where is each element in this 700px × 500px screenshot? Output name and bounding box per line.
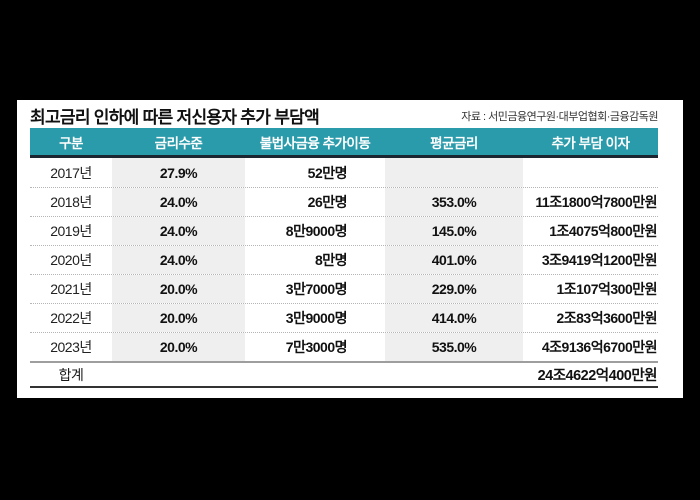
column-header-extra-burden-interest: 추가 부담 이자	[551, 135, 630, 151]
page-title: 최고금리 인하에 따른 저신용자 추가 부담액	[30, 107, 320, 127]
card-content: 최고금리 인하에 따른 저신용자 추가 부담액 자료 : 서민금융연구원·대부업…	[30, 100, 658, 388]
cell-extra-burden-interest	[523, 158, 658, 187]
cell-illegal-migration: 8만명	[314, 252, 348, 268]
cell-average-rate: 145.0%	[385, 217, 523, 245]
cell-year: 2019년	[50, 223, 92, 239]
cell-year: 2018년	[50, 194, 92, 210]
cell-extra-burden-interest: 1조4075억800만원	[549, 223, 657, 239]
table-row: 2020년 24.0% 8만명 401.0% 3조9419억1200만원	[30, 245, 658, 274]
total-label: 합계	[58, 366, 84, 383]
total-illegal-migration-empty	[245, 363, 385, 386]
column-header-illegal-finance-migration: 불법사금융 추가이동	[259, 135, 371, 151]
column-header-rate-level: 금리수준	[154, 135, 203, 151]
table-row: 2023년 20.0% 7만3000명 535.0% 4조9136억6700만원	[30, 332, 658, 361]
table-row: 2019년 24.0% 8만9000명 145.0% 1조4075억800만원	[30, 216, 658, 245]
cell-average-rate: 229.0%	[385, 275, 523, 303]
table-header-row: 구분 금리수준 불법사금융 추가이동 평균금리 추가 부담 이자	[30, 128, 658, 158]
cell-extra-burden-interest: 11조1800억7800만원	[535, 194, 657, 210]
table-row: 2021년 20.0% 3만7000명 229.0% 1조107억300만원	[30, 274, 658, 303]
cell-illegal-migration: 52만명	[307, 164, 348, 181]
cell-year: 2023년	[50, 339, 92, 355]
table-row: 2022년 20.0% 3만9000명 414.0% 2조83억3600만원	[30, 303, 658, 332]
table-total-row: 합계 24조4622억400만원	[30, 361, 658, 388]
table-row: 2017년 27.9% 52만명	[30, 158, 658, 187]
cell-rate-level: 20.0%	[112, 333, 245, 361]
total-rate-level-empty	[112, 363, 245, 386]
cell-rate-level: 24.0%	[112, 217, 245, 245]
cell-extra-burden-interest: 1조107억300만원	[556, 281, 657, 297]
infographic-card: 최고금리 인하에 따른 저신용자 추가 부담액 자료 : 서민금융연구원·대부업…	[17, 100, 683, 398]
cell-illegal-migration: 3만9000명	[285, 310, 348, 326]
title-bar: 최고금리 인하에 따른 저신용자 추가 부담액 자료 : 서민금융연구원·대부업…	[30, 100, 658, 128]
cell-illegal-migration: 8만9000명	[285, 223, 348, 239]
table-row: 2018년 24.0% 26만명 353.0% 11조1800억7800만원	[30, 187, 658, 216]
cell-average-rate: 401.0%	[385, 246, 523, 274]
cell-rate-level: 27.9%	[112, 158, 245, 187]
cell-average-rate: 535.0%	[385, 333, 523, 361]
cell-illegal-migration: 7만3000명	[285, 339, 348, 355]
cell-extra-burden-interest: 3조9419억1200만원	[541, 252, 658, 268]
total-extra-burden-value: 24조4622억400만원	[537, 368, 658, 384]
cell-average-rate: 353.0%	[385, 188, 523, 216]
cell-rate-level: 20.0%	[112, 304, 245, 332]
cell-extra-burden-interest: 2조83억3600만원	[556, 310, 657, 326]
cell-rate-level: 24.0%	[112, 188, 245, 216]
data-source-credit: 자료 : 서민금융연구원·대부업협회·금융감독원	[461, 111, 658, 123]
cell-year: 2022년	[50, 310, 92, 326]
table-body: 2017년 27.9% 52만명 2018년 24.0% 26만명 353.0% 11조180…	[30, 158, 658, 361]
cell-average-rate: 414.0%	[385, 304, 523, 332]
cell-year: 2021년	[50, 281, 92, 297]
cell-rate-level: 20.0%	[112, 275, 245, 303]
cell-average-rate	[385, 158, 523, 187]
cell-year: 2017년	[50, 164, 92, 181]
cell-illegal-migration: 3만7000명	[285, 281, 348, 297]
cell-extra-burden-interest: 4조9136억6700만원	[541, 339, 658, 355]
column-header-average-rate: 평균금리	[430, 135, 478, 151]
cell-year: 2020년	[50, 252, 92, 268]
total-average-rate-empty	[385, 363, 523, 386]
column-header-category: 구분	[59, 135, 83, 151]
cell-rate-level: 24.0%	[112, 246, 245, 274]
cell-illegal-migration: 26만명	[307, 194, 348, 210]
